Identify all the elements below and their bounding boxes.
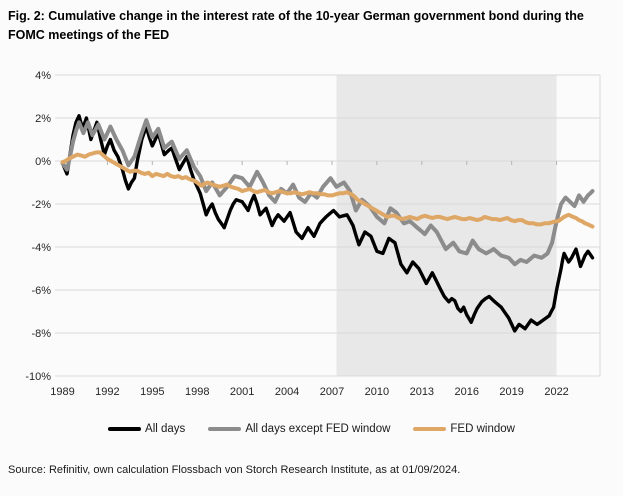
legend-swatch-except-fed-window xyxy=(208,426,242,432)
x-axis-label: 1995 xyxy=(140,386,164,398)
source-note: Source: Refinitiv, own calculation Floss… xyxy=(8,464,461,476)
y-axis-label: -2% xyxy=(31,199,51,211)
x-axis-label: 1989 xyxy=(50,386,74,398)
figure-title: Fig. 2: Cumulative change in the interes… xyxy=(8,9,584,42)
x-axis-label: 2019 xyxy=(499,386,523,398)
legend-item-fed-window: FED window xyxy=(413,423,515,435)
legend-swatch-all-days xyxy=(108,426,142,432)
x-axis-label: 2010 xyxy=(365,386,389,398)
y-axis-label: 4% xyxy=(35,70,51,82)
x-axis-label: 2001 xyxy=(230,386,254,398)
x-axis-label: 2022 xyxy=(544,386,568,398)
legend-item-except-fed-window: All days except FED window xyxy=(208,423,390,435)
chart-legend: All days All days except FED window FED … xyxy=(0,420,623,438)
y-axis-label: -6% xyxy=(31,285,51,297)
series-line xyxy=(60,150,595,229)
legend-swatch-fed-window xyxy=(413,426,447,432)
x-axis-label: 1992 xyxy=(95,386,119,398)
line-chart: 4% 2% 0% -2% -4% -6% -8% -10% 1989 1992 1995 1998 20… xyxy=(25,70,601,398)
x-axis-label: 2016 xyxy=(455,386,479,398)
series-line xyxy=(60,118,595,267)
legend-label-fed-window: FED window xyxy=(450,423,515,435)
series-line xyxy=(60,114,595,333)
y-axis-label: 0% xyxy=(35,156,51,168)
y-axis-label: 2% xyxy=(35,113,51,125)
x-axis-label: 2004 xyxy=(275,386,299,398)
legend-item-all-days: All days xyxy=(108,423,185,435)
x-axis-label: 2013 xyxy=(410,386,434,398)
legend-label-except-fed-window: All days except FED window xyxy=(245,423,391,435)
shaded-band xyxy=(336,75,557,376)
legend-label-all-days: All days xyxy=(145,423,186,435)
y-axis-label: -8% xyxy=(31,328,51,340)
x-axis-label: 2007 xyxy=(320,386,344,398)
y-axis-label: -4% xyxy=(31,242,51,254)
x-axis-label: 1998 xyxy=(185,386,209,398)
y-axis-label: -10% xyxy=(25,371,51,383)
